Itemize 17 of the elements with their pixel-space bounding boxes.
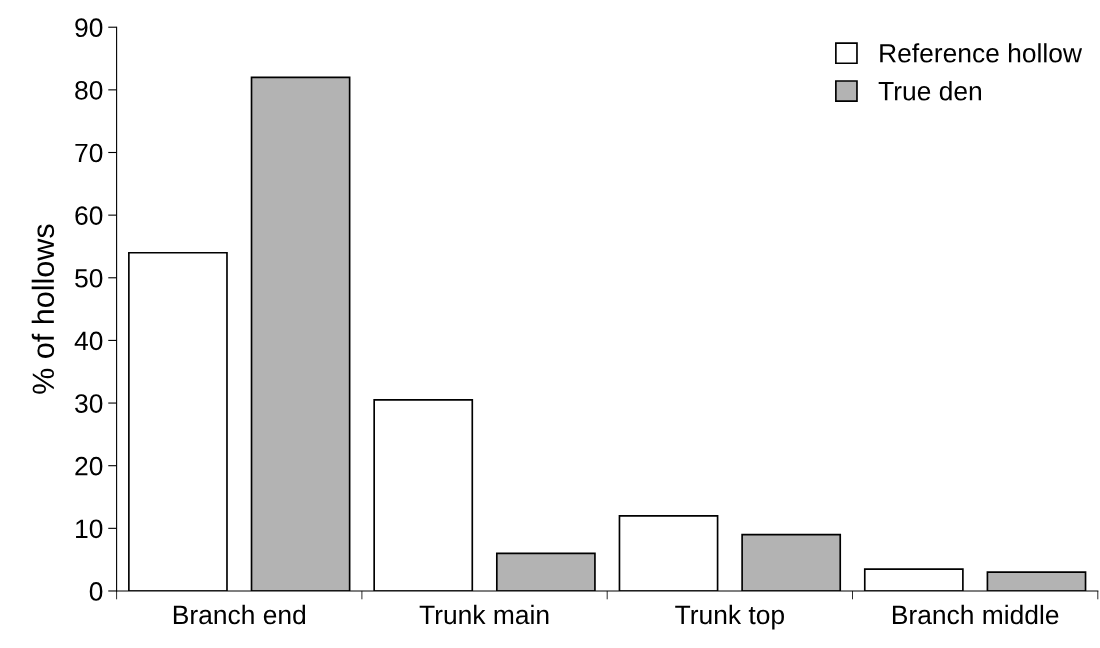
x-tick-label: Branch middle <box>892 604 1059 625</box>
x-tick-label: Trunk top <box>675 604 784 630</box>
y-tick-label: 60 <box>75 206 103 225</box>
y-axis-title: % of hollows <box>31 224 55 394</box>
y-tick-label: 40 <box>74 331 103 351</box>
y-tick-label: 20 <box>75 456 103 476</box>
y-tick-label: 10 <box>76 519 103 539</box>
legend-label: Reference hollow <box>880 43 1083 63</box>
y-tick-label: 80 <box>75 80 103 100</box>
legend-label: True den <box>878 81 981 101</box>
x-tick-label: Trunk main <box>419 604 549 625</box>
x-tick-label: Branch end <box>173 604 306 625</box>
y-tick-label: 30 <box>75 394 103 413</box>
y-tick-label: 0 <box>89 582 103 601</box>
y-tick-label: 50 <box>75 268 103 288</box>
y-tick-label: 90 <box>75 18 103 38</box>
y-tick-label: 70 <box>75 143 103 163</box>
